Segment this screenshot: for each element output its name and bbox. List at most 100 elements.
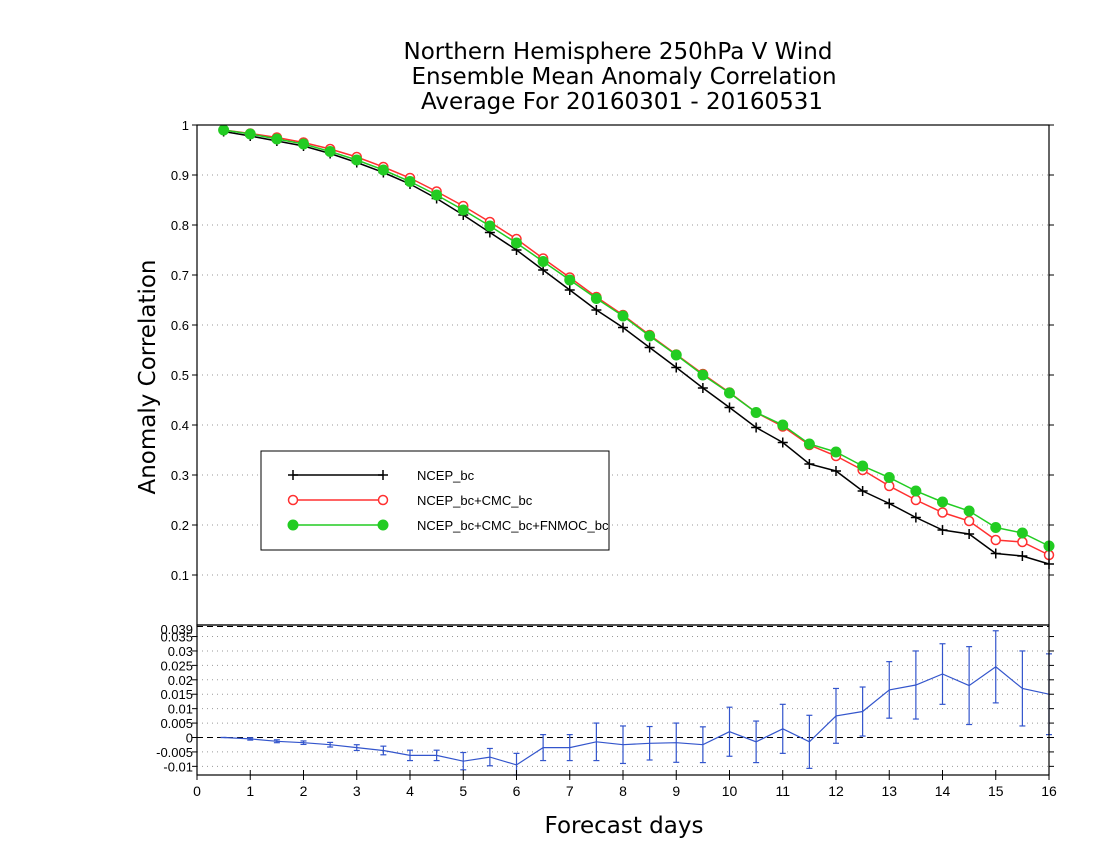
- series-2-point-13: [564, 274, 576, 286]
- sub-y-tick-label-9: 0.035: [160, 630, 193, 645]
- series-2-point-10: [484, 220, 496, 232]
- series-2-point-30: [1016, 527, 1028, 539]
- diff-errorbar-20: [753, 720, 760, 764]
- main-y-tick-label-1: 0.2: [171, 518, 189, 533]
- series-0-point-27: [937, 525, 948, 535]
- series-0-point-29: [990, 548, 1001, 559]
- x-tick-label-3: 3: [353, 783, 361, 799]
- series-2-point-9: [457, 204, 469, 216]
- series-2-point-2: [271, 133, 283, 145]
- series-2-point-6: [377, 164, 389, 176]
- diff-errorbar-6: [380, 745, 387, 756]
- main-y-tick-label-7: 0.8: [171, 218, 189, 233]
- title-line-1: Northern Hemisphere 250hPa V Wind: [404, 39, 833, 65]
- diff-errorbar-19: [726, 706, 733, 757]
- diff-errorbar-14: [593, 722, 600, 762]
- x-tick-label-1: 1: [246, 783, 254, 799]
- main-y-tick-label-5: 0.6: [171, 318, 189, 333]
- difference-plot-grid: [197, 626, 1049, 767]
- diff-errorbar-4: [327, 741, 334, 748]
- series-0-point-17: [671, 362, 682, 373]
- legend-marker-1-1: [377, 494, 389, 506]
- diff-errorbar-26: [912, 650, 919, 720]
- sub-y-tick-label-7: 0.025: [160, 658, 193, 673]
- diff-line-0: [223, 666, 1050, 766]
- series-1-point-26: [910, 494, 922, 506]
- legend-entry-1: NCEP_bc+CMC_bc: [287, 493, 533, 508]
- diff-errorbar-12: [540, 734, 547, 762]
- x-tick-label-6: 6: [513, 783, 521, 799]
- series-0-point-24: [857, 486, 868, 496]
- series-2-point-0: [218, 124, 230, 136]
- series-line-0: [223, 130, 1050, 565]
- series-2-point-4: [324, 146, 336, 157]
- sub-y-tick-label-3: 0.005: [160, 716, 193, 731]
- diff-errorbar-2: [273, 739, 280, 744]
- legend-entry-0: NCEP_bc: [288, 468, 475, 483]
- legend-label-1: NCEP_bc+CMC_bc: [417, 493, 533, 508]
- sub-top-label: 0.039: [160, 622, 193, 637]
- series-2-point-21: [777, 419, 789, 431]
- diff-errorbar-5: [353, 744, 360, 752]
- series-0-point-19: [724, 402, 735, 413]
- series-2-point-18: [697, 369, 709, 381]
- diff-errorbar-16: [646, 725, 653, 761]
- x-tick-label-16: 16: [1041, 783, 1057, 799]
- sub-y-tick-label-1: -0.005: [156, 745, 193, 760]
- legend-label-2: NCEP_bc+CMC_bc+FNMOC_bc: [417, 518, 609, 533]
- x-axis-label: Forecast days: [545, 813, 704, 839]
- main-y-tick-label-8: 0.9: [171, 168, 189, 183]
- series-0-point-16: [644, 342, 655, 353]
- series-2-point-7: [404, 176, 416, 187]
- series-2-point-22: [803, 438, 815, 450]
- x-tick-label-9: 9: [672, 783, 680, 799]
- series-2-point-15: [617, 310, 629, 322]
- sub-y-tick-label-6: 0.02: [168, 673, 193, 688]
- main-y-tick-label-4: 0.5: [171, 368, 189, 383]
- x-tick-label-0: 0: [193, 783, 201, 799]
- diff-errorbar-29: [992, 630, 999, 704]
- x-tick-label-15: 15: [988, 783, 1004, 799]
- series-2-point-29: [990, 522, 1002, 533]
- series-0-point-20: [751, 422, 762, 433]
- diff-errorbar-3: [300, 740, 307, 746]
- series-2-point-14: [590, 293, 602, 304]
- series-2-point-1: [244, 128, 256, 140]
- diff-errorbar-9: [460, 751, 467, 771]
- diff-errorbar-17: [673, 722, 680, 763]
- diff-errorbar-24: [859, 686, 866, 737]
- diff-errorbar-22: [806, 714, 813, 769]
- diff-errorbar-10: [486, 747, 493, 767]
- series-2-point-24: [857, 460, 869, 472]
- series-0-point-14: [591, 305, 602, 315]
- series-2-point-28: [963, 505, 975, 517]
- legend-marker-1-0: [287, 494, 299, 506]
- main-y-tick-label-9: 1: [182, 118, 189, 133]
- series-2-point-16: [644, 330, 656, 342]
- series-0-point-25: [884, 498, 895, 509]
- series-1-point-29: [990, 534, 1001, 546]
- main-y-tick-label-6: 0.7: [171, 268, 189, 283]
- y-axis-label: Anomaly Correlation: [135, 259, 161, 494]
- x-tick-label-14: 14: [935, 783, 951, 799]
- series-1-point-27: [937, 507, 948, 518]
- x-tick-label-13: 13: [881, 783, 897, 799]
- series-2-point-17: [670, 349, 682, 361]
- difference-plot-y-ticks: -0.01-0.00500.0050.010.0150.020.0250.030…: [156, 622, 1054, 774]
- series-2-point-12: [537, 256, 549, 267]
- series-0-point-18: [697, 383, 708, 393]
- legend-marker-2-1: [377, 519, 389, 531]
- main-plot-series: [218, 124, 1055, 569]
- series-2-point-8: [431, 189, 443, 201]
- title-line-2: Ensemble Mean Anomaly Correlation: [411, 64, 836, 90]
- sub-y-tick-label-4: 0.01: [168, 702, 193, 717]
- series-0-point-13: [564, 285, 575, 295]
- series-2-point-25: [883, 472, 895, 483]
- legend-marker-2-0: [287, 519, 299, 531]
- series-2-point-23: [830, 446, 842, 458]
- diff-errorbar-15: [620, 725, 626, 765]
- series-2: [218, 124, 1055, 552]
- sub-y-tick-label-5: 0.015: [160, 687, 193, 702]
- diff-errorbar-8: [433, 749, 440, 762]
- main-plot-y-ticks: 0.1 0.2 0.3 0.4 0.5 0.6 0.7 0.8 0.9 1: [171, 118, 1054, 583]
